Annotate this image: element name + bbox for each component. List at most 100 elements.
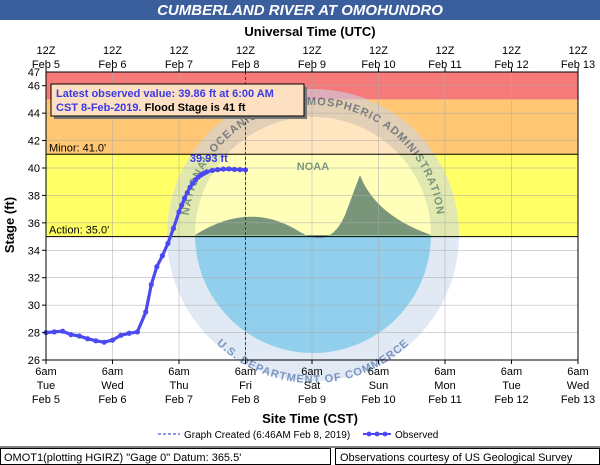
observed-point	[109, 337, 116, 343]
bottom-tick-label: Feb 13	[561, 394, 595, 406]
watermark-bird-icon	[195, 175, 431, 239]
title-bar	[0, 0, 600, 20]
top-tick-label: 12Z	[502, 45, 521, 57]
top-axis-ticks: 12Z Feb 5 12Z Feb 6 12Z Feb 7 12Z Feb 8 12Z Feb 9…	[32, 45, 595, 72]
y-tick-label: 32	[28, 273, 40, 285]
observed-point	[176, 209, 182, 215]
observed-point	[204, 169, 210, 175]
top-tick-label: Feb 10	[361, 59, 395, 71]
observed-point	[60, 328, 66, 334]
y-tick-label: 28	[28, 328, 40, 340]
y-tick-label: 47	[28, 67, 40, 79]
bottom-tick-label: 6am	[102, 366, 123, 378]
top-tick-label: 12Z	[37, 45, 56, 57]
observed-point	[179, 202, 185, 208]
observed-point	[209, 167, 215, 174]
y-tick-label: 40	[28, 163, 40, 175]
y-tick-label: 26	[28, 355, 40, 367]
observed-point	[118, 332, 124, 338]
y-axis-title: Stage (ft)	[2, 197, 17, 253]
top-tick-label: 12Z	[303, 45, 322, 57]
threshold-lines: Minor: 41.0' Action: 35.0'	[46, 142, 578, 238]
observed-point	[165, 240, 171, 247]
y-tick-label: 36	[28, 218, 40, 230]
observed-point	[51, 329, 57, 335]
bottom-tick-label: Feb 5	[32, 394, 60, 406]
observed-point	[154, 264, 160, 270]
top-tick-label: Feb 12	[494, 59, 528, 71]
bottom-tick-label: Thu	[170, 380, 189, 392]
bottom-tick-label: Sat	[304, 380, 321, 392]
top-tick-label: 12Z	[170, 45, 189, 57]
top-tick-label: Feb 5	[32, 59, 60, 71]
observed-point	[184, 190, 190, 196]
y-tick-label: 30	[28, 300, 40, 312]
observed-series	[43, 166, 249, 345]
top-tick-label: Feb 11	[428, 59, 461, 71]
watermark-lower-blue	[195, 235, 431, 353]
top-tick-label: 12Z	[103, 45, 122, 57]
observed-point	[84, 336, 91, 342]
y-tick-label: 42	[28, 136, 40, 148]
observed-point	[101, 339, 107, 345]
observed-point	[231, 166, 238, 172]
observed-point	[68, 332, 74, 338]
x-axis-title: Site Time (CST)	[262, 411, 358, 426]
chart-title: CUMBERLAND RIVER AT OMOHUNDRO	[157, 2, 443, 19]
top-tick-label: Feb 6	[98, 59, 126, 71]
observed-point	[237, 167, 243, 173]
bottom-tick-label: 6am	[501, 366, 522, 378]
top-tick-label: Feb 13	[561, 59, 595, 71]
legend-observed-label: Observed	[395, 430, 438, 441]
bottom-tick-label: Feb 7	[165, 394, 193, 406]
threshold-label: Minor: 41.0'	[49, 142, 106, 154]
bottom-tick-label: Sun	[369, 380, 389, 392]
observed-point	[215, 167, 221, 173]
watermark-logo-text: NOAA	[297, 161, 329, 173]
top-tick-label: 12Z	[569, 45, 588, 57]
bottom-tick-label: 6am	[168, 366, 189, 378]
bottom-tick-label: Feb 8	[231, 394, 259, 406]
y-axis-ticks: 26 28 30 32 34 36 38 40 42 44 46 47	[28, 67, 46, 367]
observed-point	[170, 225, 177, 231]
observed-point	[187, 184, 193, 190]
bottom-tick-label: Feb 6	[98, 394, 126, 406]
observed-point	[159, 253, 165, 259]
y-tick-label: 38	[28, 190, 40, 202]
latest-box-line2: CST 8-Feb-2019. Flood Stage is 41 ft	[56, 102, 246, 114]
y-tick-label: 44	[28, 108, 40, 120]
y-tick-label: 34	[28, 245, 40, 257]
annotations: 39.93 ft Latest observed value: 39.86 ft …	[50, 72, 307, 360]
observed-point	[181, 195, 188, 201]
latest-box-flood-stage: Flood Stage is 41 ft	[145, 102, 246, 114]
top-tick-label: 12Z	[236, 45, 255, 57]
legend-observed-dot	[374, 431, 380, 437]
bottom-tick-label: 6am	[35, 366, 56, 378]
latest-box	[50, 83, 305, 117]
bottom-tick-label: Wed	[567, 380, 589, 392]
observed-point	[93, 338, 99, 344]
observed-point	[134, 329, 141, 335]
latest-box-date: CST 8-Feb-2019.	[56, 102, 145, 114]
observed-point	[148, 281, 154, 288]
bottom-tick-label: 6am	[368, 366, 389, 378]
bottom-tick-label: 6am	[434, 366, 455, 378]
observed-point	[126, 330, 132, 336]
bottom-tick-label: Feb 10	[361, 394, 395, 406]
observed-point	[143, 309, 149, 315]
bottom-axis-ticks: 6am Tue Feb 5 6am Wed Feb 6 6am Thu Feb 7 6am Fri F…	[32, 360, 595, 406]
bottom-tick-label: Mon	[434, 380, 455, 392]
peak-label: 39.93 ft	[190, 153, 228, 165]
top-tick-label: 12Z	[369, 45, 388, 57]
latest-box-line1: Latest observed value: 39.86 ft at 6:00 …	[56, 88, 274, 100]
legend-observed-dot	[366, 431, 372, 437]
legend-created-label: Graph Created (6:46AM Feb 8, 2019)	[184, 430, 350, 441]
footer-datum: OMOT1(plotting HGIRZ) "Gage 0" Datum: 36…	[4, 452, 241, 464]
observed-point	[220, 166, 226, 172]
bottom-tick-label: 6am	[567, 366, 588, 378]
observed-point	[226, 166, 232, 172]
bottom-tick-label: Fri	[239, 380, 252, 392]
legend: Graph Created (6:46AM Feb 8, 2019) Obser…	[158, 430, 438, 441]
y-tick-label: 46	[28, 81, 40, 93]
